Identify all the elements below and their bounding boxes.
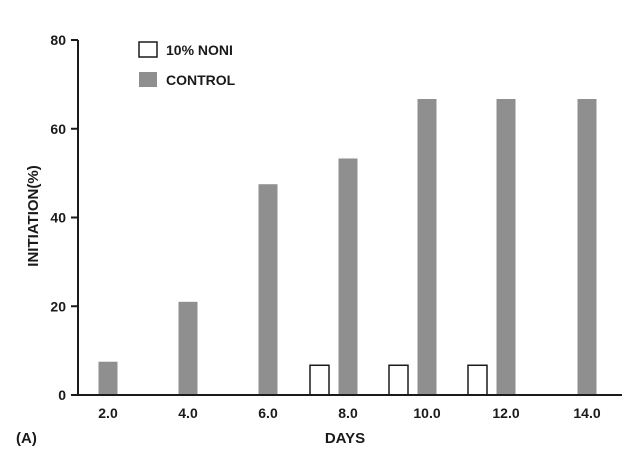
bar-control [258,184,278,395]
legend-label: 10% NONI [166,42,233,58]
y-axis-title: INITIATION(%) [25,165,42,266]
bar-control [178,301,198,395]
bar-noni [388,364,409,396]
bar-control [417,99,437,396]
bar-control [577,99,597,396]
y-tick-label: 40 [50,210,66,226]
bar-control [496,99,516,396]
x-tick-label: 10.0 [413,405,440,421]
y-tick-label: 0 [58,387,66,403]
x-tick-label: 2.0 [98,405,118,421]
y-tick-label: 60 [50,121,66,137]
y-axis-ticks: 0 20 40 60 80 [50,32,78,403]
bar-control [98,361,118,395]
legend-swatch [139,72,157,87]
bar-control [338,158,358,395]
x-tick-label: 4.0 [178,405,198,421]
x-axis-title: DAYS [325,430,365,447]
x-tick-label: 14.0 [573,405,600,421]
bar-noni [467,364,488,396]
x-tick-label: 12.0 [492,405,519,421]
x-axis-ticks: 2.0 4.0 6.0 8.0 10.0 12.0 14.0 [98,405,601,421]
x-tick-label: 6.0 [258,405,278,421]
legend: 10% NONI CONTROL [138,41,236,88]
y-tick-label: 20 [50,298,66,314]
y-tick-label: 80 [50,32,66,48]
panel-label: (A) [16,430,37,447]
legend-label: CONTROL [166,72,236,88]
bars-layer [98,99,597,396]
legend-swatch [138,41,158,58]
bar-noni [309,364,330,396]
x-tick-label: 8.0 [338,405,358,421]
